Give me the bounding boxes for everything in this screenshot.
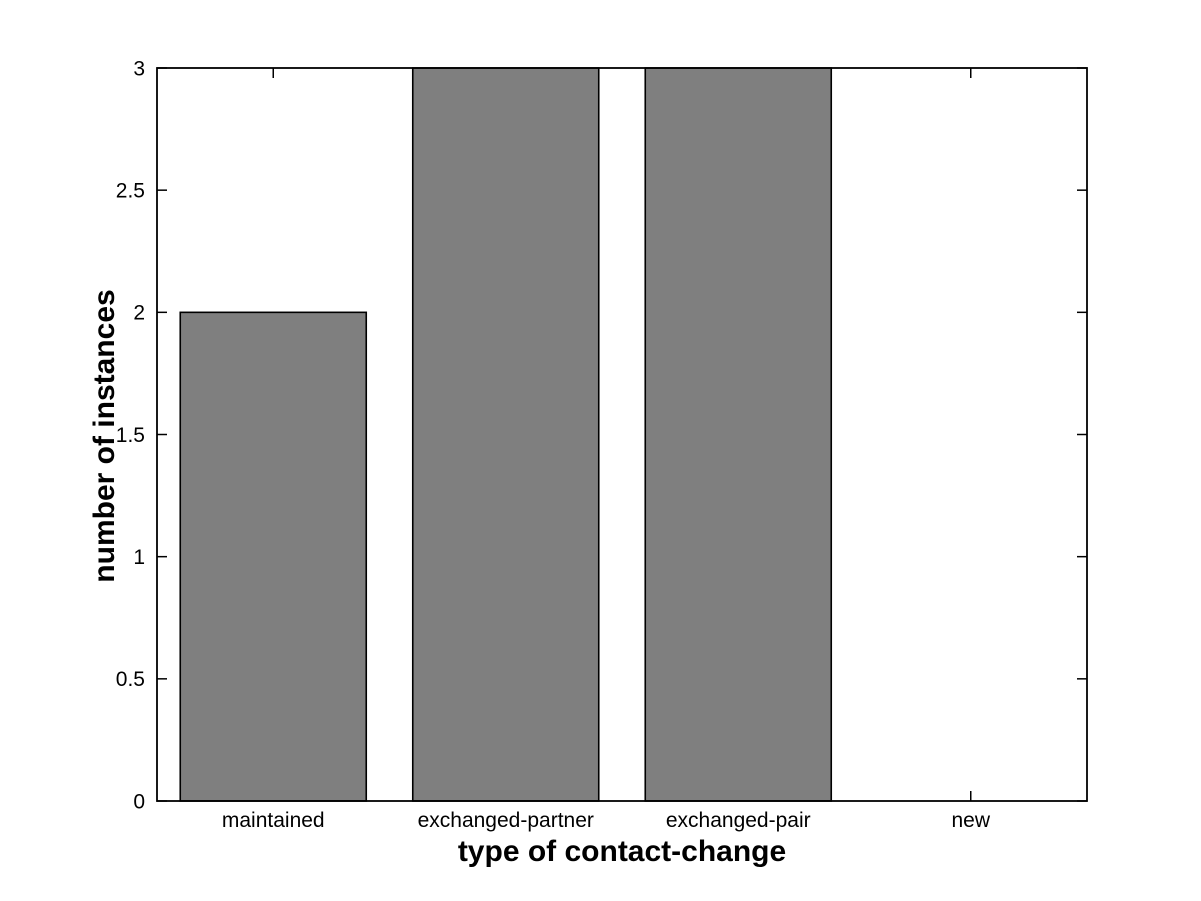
x-tick-label-exchanged-partner: exchanged-partner [418, 809, 594, 832]
y-axis-label: number of instances [88, 289, 121, 582]
y-tick-label-2: 1 [133, 546, 145, 569]
bar-exchanged-partner [411, 67, 600, 802]
x-axis-label: type of contact-change [458, 835, 786, 868]
y-tick-label-5: 2.5 [116, 180, 145, 203]
bar-exchanged-pair [644, 67, 833, 802]
y-tick-label-0: 0 [133, 790, 145, 813]
plot-frame [156, 67, 1088, 802]
bar-maintained [179, 311, 368, 802]
x-tick-label-new: new [951, 809, 990, 832]
x-tick-label-exchanged-pair: exchanged-pair [666, 809, 811, 832]
y-tick-label-4: 2 [133, 302, 145, 325]
y-tick-label-6: 3 [133, 57, 145, 80]
y-tick-label-3: 1.5 [116, 424, 145, 447]
y-tick-label-1: 0.5 [116, 668, 145, 691]
x-tick-label-maintained: maintained [222, 809, 325, 832]
